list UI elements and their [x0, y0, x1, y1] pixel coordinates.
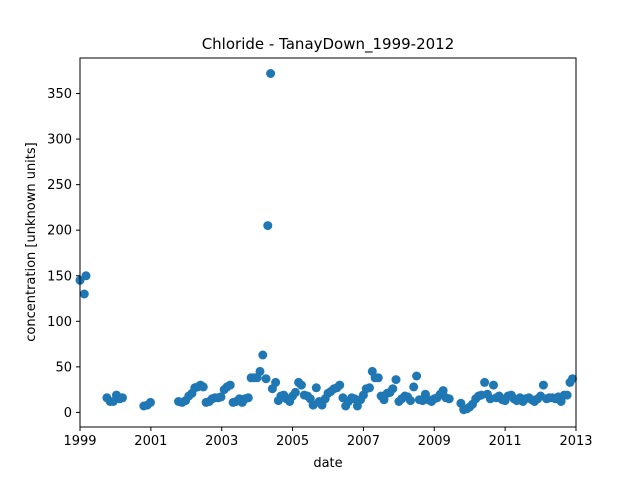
data-point — [81, 271, 91, 281]
x-axis-label: date — [313, 456, 342, 471]
x-tick-label: 2003 — [205, 434, 238, 449]
plot-frame — [79, 57, 577, 428]
y-tick-label: 150 — [47, 269, 72, 284]
x-tick-label: 2011 — [489, 434, 522, 449]
data-point — [79, 289, 89, 299]
x-axis: 1999 2001 2003 2005 2007 2009 2011 2013 — [63, 427, 593, 449]
y-tick-label: 100 — [47, 315, 72, 330]
data-point — [335, 380, 345, 390]
data-point — [225, 380, 235, 390]
data-point — [261, 374, 271, 384]
y-axis-label: concentration [unknown units] — [24, 142, 39, 341]
data-point — [412, 371, 422, 381]
data-point — [266, 69, 276, 78]
data-point — [388, 384, 398, 394]
data-point — [118, 393, 127, 403]
chart-title: Chloride - TanayDown_1999-2012 — [202, 35, 455, 54]
data-point — [263, 221, 273, 231]
data-point — [365, 383, 374, 393]
x-tick-label: 1999 — [63, 434, 96, 449]
y-tick-label: 0 — [64, 406, 72, 421]
data-point — [409, 382, 419, 392]
y-axis: 0 50 100 150 200 250 300 350 — [47, 87, 80, 421]
data-point — [216, 392, 226, 402]
data-point — [391, 375, 401, 385]
data-point — [373, 373, 383, 383]
data-point — [146, 397, 155, 407]
x-tick-label: 2005 — [276, 434, 309, 449]
y-tick-label: 300 — [47, 133, 72, 148]
y-tick-label: 200 — [47, 224, 72, 239]
data-point — [311, 383, 321, 393]
data-point — [438, 386, 448, 396]
x-tick-label: 2001 — [134, 434, 167, 449]
data-point — [568, 374, 577, 384]
data-point — [562, 390, 572, 400]
data-point — [296, 380, 306, 390]
data-point — [243, 393, 253, 403]
data-point — [258, 350, 268, 360]
data-point — [538, 380, 548, 390]
y-tick-label: 250 — [47, 178, 72, 193]
data-point — [406, 396, 415, 406]
x-tick-label: 2013 — [559, 434, 592, 449]
data-point — [271, 377, 281, 387]
data-point — [198, 382, 208, 392]
data-points — [75, 69, 577, 415]
data-point — [444, 394, 454, 404]
x-tick-label: 2007 — [347, 434, 380, 449]
y-tick-label: 350 — [47, 87, 72, 102]
data-point — [489, 380, 498, 390]
x-tick-label: 2009 — [418, 434, 451, 449]
data-point — [255, 366, 265, 376]
data-point — [290, 387, 300, 397]
y-tick-label: 50 — [55, 360, 72, 375]
data-point — [480, 377, 490, 387]
